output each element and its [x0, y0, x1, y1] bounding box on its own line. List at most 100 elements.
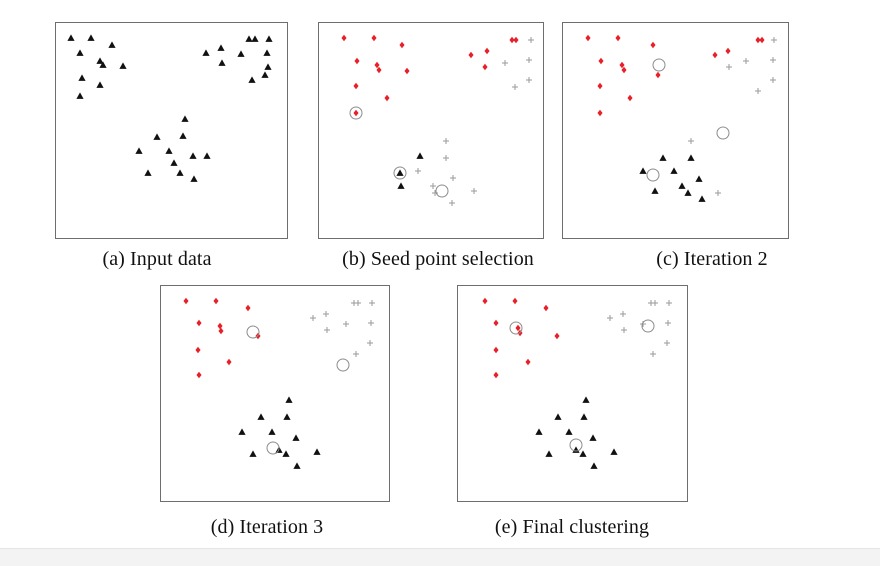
centroid-circle [509, 321, 523, 335]
plus-point [310, 315, 316, 321]
triangle-point [96, 81, 104, 88]
triangle-point [170, 159, 178, 166]
diamond-point [554, 332, 560, 340]
triangle-point [135, 147, 143, 154]
centroid-circle [652, 58, 666, 72]
diamond-point [374, 61, 380, 69]
diamond-point [493, 319, 499, 327]
plus-point [666, 300, 672, 306]
caption-final-clustering: (e) Final clustering [494, 516, 650, 538]
diamond-point [493, 371, 499, 379]
scatter-plot-d [183, 297, 375, 469]
plus-point [770, 77, 776, 83]
diamond-point [759, 36, 765, 44]
plus-point [607, 315, 613, 321]
triangle-point [684, 189, 692, 196]
caption-input-data: (a) Input data [102, 248, 212, 270]
diamond-point [585, 34, 591, 42]
triangle-point [565, 428, 573, 435]
triangle-point [293, 462, 301, 469]
diamond-point [195, 346, 201, 354]
plus-point [526, 57, 532, 63]
triangle-point [313, 448, 321, 455]
plus-point [368, 320, 374, 326]
plus-point [743, 58, 749, 64]
plus-point [664, 340, 670, 346]
triangle-point [217, 44, 225, 51]
diamond-point [650, 41, 656, 49]
triangle-point [190, 175, 198, 182]
plus-point [323, 311, 329, 317]
plus-point [512, 84, 518, 90]
centroid-circle [435, 184, 449, 198]
plus-point [621, 327, 627, 333]
triangle-point [261, 71, 269, 78]
triangle-point [396, 169, 404, 176]
triangle-point [572, 446, 580, 453]
triangle-point [202, 49, 210, 56]
diamond-point [353, 82, 359, 90]
centroid-circle [266, 441, 280, 455]
scatter-plot-b [341, 34, 534, 206]
triangle-point [189, 152, 197, 159]
triangle-point [282, 450, 290, 457]
triangle-point [678, 182, 686, 189]
centroid-circle [349, 106, 363, 120]
triangle-point [265, 35, 273, 42]
diamond-point [196, 371, 202, 379]
diamond-point [525, 358, 531, 366]
plus-point [652, 300, 658, 306]
diamond-point [484, 47, 490, 55]
diamond-point [597, 82, 603, 90]
plus-point [343, 321, 349, 327]
centroid-circle [646, 168, 660, 182]
bottom-strip [0, 548, 880, 566]
plus-point [715, 190, 721, 196]
diamond-point [597, 109, 603, 117]
triangle-point [165, 147, 173, 154]
diamond-point [482, 63, 488, 71]
triangle-point [670, 167, 678, 174]
plus-point [353, 351, 359, 357]
triangle-point [96, 57, 104, 64]
plus-point [726, 64, 732, 70]
triangle-point [238, 428, 246, 435]
plus-point [367, 340, 373, 346]
diamond-point [543, 304, 549, 312]
scatter-plot-e [482, 297, 672, 469]
triangle-point [397, 182, 405, 189]
plus-point [471, 188, 477, 194]
diamond-point [515, 324, 521, 332]
diamond-point [196, 319, 202, 327]
triangle-point [248, 76, 256, 83]
triangle-point [245, 35, 253, 42]
triangle-point [76, 49, 84, 56]
caption-iteration-2: (c) Iteration 2 [656, 248, 768, 270]
triangle-point [264, 63, 272, 70]
diamond-point [513, 36, 519, 44]
triangle-point [589, 434, 597, 441]
centroid-circle [641, 319, 655, 333]
plus-point [650, 351, 656, 357]
diamond-point [384, 94, 390, 102]
triangle-point [179, 132, 187, 139]
plus-point [449, 200, 455, 206]
plus-point [771, 37, 777, 43]
centroid-circle [336, 358, 350, 372]
centroid-circle [569, 438, 583, 452]
panel-iteration-3 [160, 285, 390, 502]
diamond-point [712, 51, 718, 59]
triangle-point [416, 152, 424, 159]
diamond-point [218, 327, 224, 335]
diamond-point [468, 51, 474, 59]
triangle-point [580, 413, 588, 420]
plus-point [432, 190, 438, 196]
plus-point [665, 320, 671, 326]
triangle-point [579, 450, 587, 457]
scatter-plot-a [67, 34, 273, 182]
plus-point [526, 77, 532, 83]
triangle-point [181, 115, 189, 122]
triangle-point [237, 50, 245, 57]
diamond-point [376, 66, 382, 74]
diamond-point [399, 41, 405, 49]
